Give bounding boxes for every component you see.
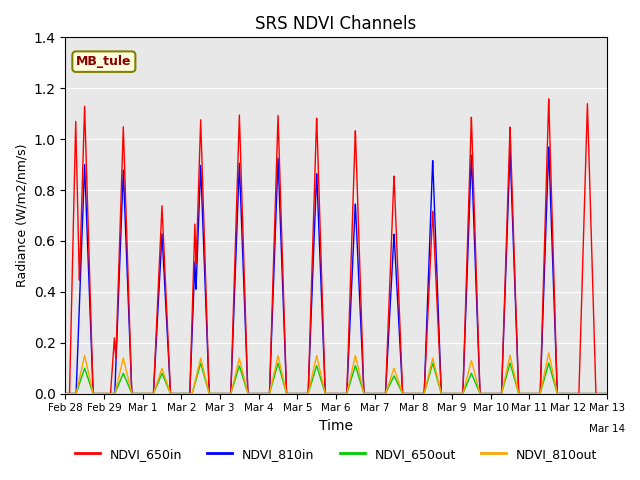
Y-axis label: Radiance (W/m2/nm/s): Radiance (W/m2/nm/s)	[15, 144, 28, 287]
X-axis label: Time: Time	[319, 419, 353, 433]
Text: Mar 14: Mar 14	[589, 424, 625, 434]
Legend: NDVI_650in, NDVI_810in, NDVI_650out, NDVI_810out: NDVI_650in, NDVI_810in, NDVI_650out, NDV…	[70, 443, 602, 466]
Text: MB_tule: MB_tule	[76, 55, 132, 68]
Title: SRS NDVI Channels: SRS NDVI Channels	[255, 15, 417, 33]
